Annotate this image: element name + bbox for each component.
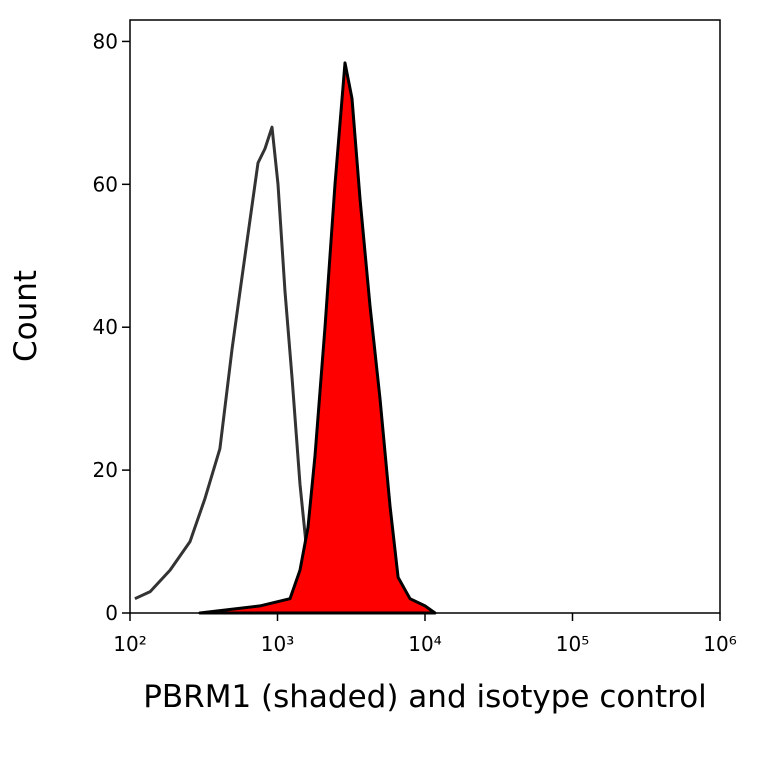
y-tick-label: 0: [105, 601, 118, 625]
x-tick-label: 10³: [261, 632, 294, 656]
histogram-area: [198, 61, 437, 615]
y-tick-label: 20: [93, 458, 118, 482]
x-tick-label: 10⁴: [408, 632, 441, 656]
x-tick-label: 10⁵: [556, 632, 589, 656]
y-tick-label: 60: [93, 172, 118, 196]
y-axis-label: Count: [8, 270, 44, 362]
y-tick-label: 80: [93, 29, 118, 53]
x-tick-label: 10⁶: [703, 632, 736, 656]
y-tick-label: 40: [93, 315, 118, 339]
x-tick-label: 10²: [113, 632, 146, 656]
plot-frame: [129, 19, 721, 614]
x-axis-label: PBRM1 (shaded) and isotype control: [143, 679, 707, 715]
